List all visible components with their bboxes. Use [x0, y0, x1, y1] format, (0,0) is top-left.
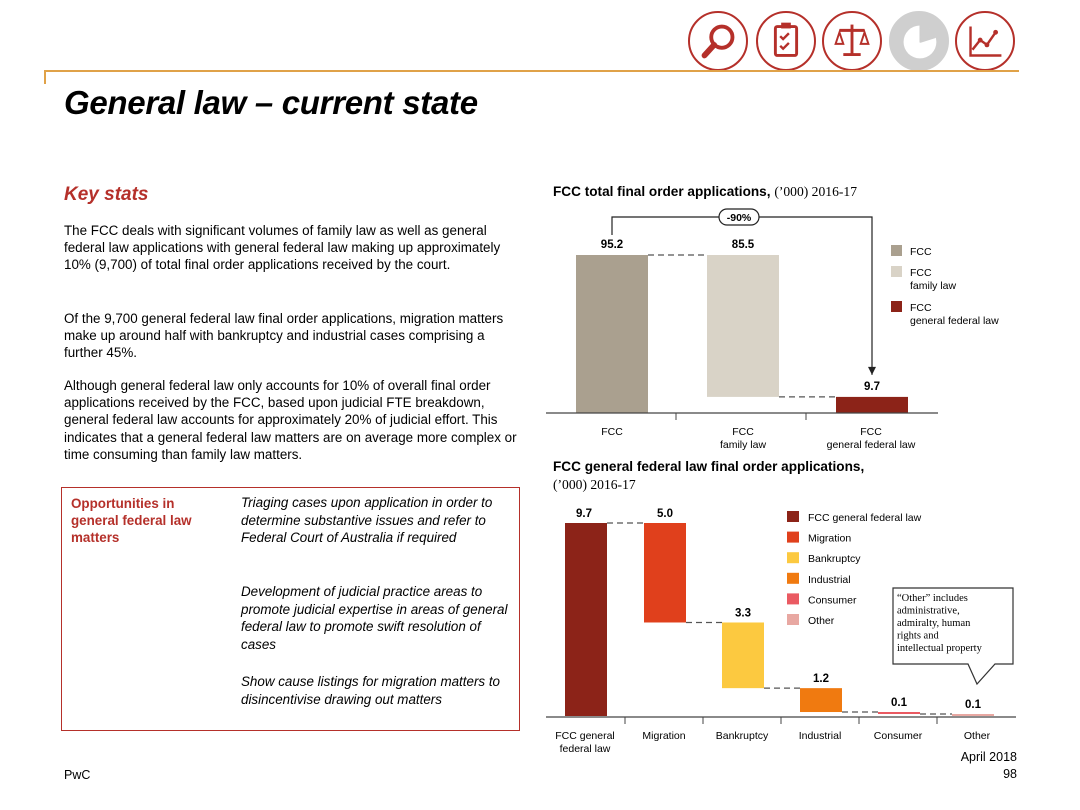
chart2-bar-other [952, 714, 994, 716]
chart2-category-label-industrial: Industrial [799, 730, 842, 742]
clipboard-icon[interactable] [756, 11, 816, 71]
chart2-category-label-other: Other [964, 730, 991, 742]
chart2-title: FCC general federal law final order appl… [553, 458, 864, 494]
chart1-annotation-pill [718, 208, 760, 226]
chart2-subtitle: (’000) 2016-17 [553, 477, 636, 492]
chart1-category-label-3: FCC general federal law [827, 426, 916, 451]
chart1-value-label-2: 85.5 [732, 239, 755, 251]
chart2-category-label-bankruptcy: Bankruptcy [716, 730, 769, 742]
chart1-bar-1 [576, 255, 648, 413]
chart1-legend-label-2: FCC family law [910, 267, 957, 292]
chart2-category-label-migration: Migration [642, 730, 685, 742]
chart2-bar-migration [644, 523, 686, 623]
chart2-legend-swatch-consumer [787, 593, 799, 605]
chart1-category-label-2: FCC family law [720, 426, 767, 451]
chart2-bar-consumer [878, 712, 920, 714]
chart2-value-label-consumer: 0.1 [891, 697, 908, 709]
opportunity-item-2: Development of judicial practice areas t… [241, 584, 508, 652]
search-icon[interactable] [688, 11, 748, 71]
chart2-value-label-migration: 5.0 [657, 508, 673, 520]
chart2-value-label-bankruptcy: 3.3 [735, 607, 751, 619]
chart2-category-label-fcc-general-federal-law: FCC general federal law [555, 730, 615, 755]
chart2-legend-swatch-industrial [787, 572, 799, 584]
line-chart-icon[interactable] [955, 11, 1015, 71]
chart2-legend-swatch-fcc-general-federal-law [787, 511, 799, 522]
footer-page-number: 98 [1003, 767, 1017, 781]
chart2-legend-label-other: Other [808, 615, 835, 627]
chart2-value-label-industrial: 1.2 [813, 673, 829, 685]
chart2-legend-label-industrial: Industrial [808, 574, 851, 586]
opportunities-heading: Opportunities in general federal law mat… [71, 496, 192, 546]
chart2-value-label-fcc-general-federal-law: 9.7 [576, 508, 592, 520]
chart1-annotation-arrowhead [868, 366, 876, 375]
chart2-legend-label-fcc-general-federal-law: FCC general federal law [808, 512, 922, 524]
chart2-legend-label-bankruptcy: Bankruptcy [808, 553, 861, 565]
chart1-legend-label-3: FCC general federal law [910, 302, 999, 327]
footer-date: April 2018 [960, 750, 1017, 764]
chart1-subtitle: (’000) 2016-17 [774, 184, 857, 199]
chart1-legend-swatch-1 [891, 245, 902, 256]
chart2-bar-industrial [800, 688, 842, 713]
chart2-legend-label-consumer: Consumer [808, 594, 857, 606]
chart1-value-label-1: 95.2 [601, 239, 623, 251]
chart1-value-label-3: 9.7 [864, 381, 880, 393]
chart2-title-text: FCC general federal law final order appl… [553, 459, 865, 474]
page-title: General law – current state [64, 84, 478, 121]
key-stats-paragraph-1: The FCC deals with significant volumes o… [64, 223, 501, 273]
chart2-bar-bankruptcy [722, 622, 764, 689]
header-rule-tick [44, 70, 46, 84]
footer-brand: PwC [64, 768, 91, 782]
chart1-category-label-1: FCC [601, 426, 623, 438]
key-stats-heading: Key stats [64, 184, 149, 205]
chart2-legend-swatch-bankruptcy [787, 552, 799, 564]
chart1-legend-swatch-2 [891, 266, 902, 277]
chart2-callout-box [892, 587, 1014, 686]
chart1-annotation-label: -90% [727, 212, 752, 224]
chart1-title: FCC total final order applications, (’00… [553, 184, 857, 200]
opportunity-item-1: Triaging cases upon application in order… [241, 495, 493, 545]
key-stats-paragraph-2: Of the 9,700 general federal law final o… [64, 311, 504, 361]
opportunities-box: Opportunities in general federal law mat… [61, 487, 520, 731]
key-stats-paragraph-3: Although general federal law only accoun… [64, 378, 517, 462]
opportunity-item-3: Show cause listings for migration matter… [241, 674, 500, 707]
chart2-category-label-consumer: Consumer [874, 730, 923, 742]
chart2-value-label-other: 0.1 [965, 699, 982, 711]
chart1-title-text: FCC total final order applications, [553, 184, 771, 199]
chart2-callout-text: “Other” includes administrative, admiralty… [897, 593, 983, 654]
chart2-legend-swatch-other [787, 614, 799, 625]
chart2-legend-label-migration: Migration [808, 533, 851, 545]
header-rule [44, 70, 1019, 72]
chart1-bar-3 [836, 396, 908, 413]
scales-icon[interactable] [822, 11, 882, 71]
chart1-legend-swatch-3 [891, 301, 902, 312]
chart1-bar-2 [707, 255, 779, 397]
chart2-legend-swatch-migration [787, 531, 799, 543]
chart2-bar-fcc-general-federal-law [565, 523, 607, 716]
chart1-legend-label-1: FCC [910, 246, 932, 258]
pie-chart-icon[interactable] [889, 11, 949, 71]
